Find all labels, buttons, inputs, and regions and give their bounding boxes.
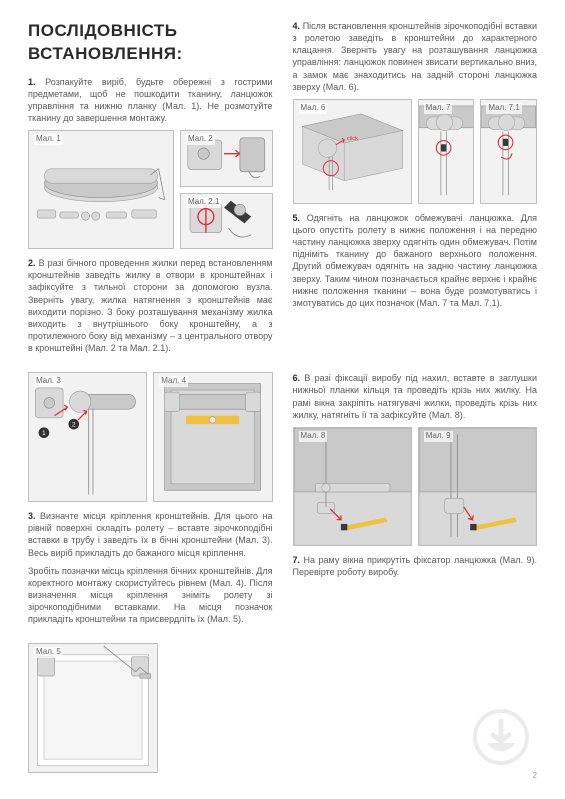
figure-1: Мал. 1: [28, 130, 174, 249]
section-1: ПОСЛІДОВНІСТЬ ВСТАНОВЛЕННЯ: 1. Розпакуйт…: [18, 14, 283, 366]
figure-row-5: Мал. 5: [28, 643, 273, 773]
section-fig5: Мал. 5: [18, 637, 283, 787]
figure-7-1: Мал. 7.1: [480, 99, 537, 204]
page-title: ПОСЛІДОВНІСТЬ ВСТАНОВЛЕННЯ:: [28, 20, 273, 66]
figure-6-label: Мал. 6: [299, 103, 328, 114]
step-6-text: 6. В разі фіксації виробу під нахил, вст…: [293, 372, 538, 421]
figure-2-1: Мал. 2.1: [180, 193, 273, 249]
figure-7-label: Мал. 7: [424, 103, 453, 114]
figure-8: Мал. 8: [293, 427, 412, 546]
figure-9: Мал. 9: [418, 427, 537, 546]
figure-row-3: Мал. 3 1 2 Мал. 4: [28, 372, 273, 502]
figure-3: Мал. 3 1 2: [28, 372, 147, 502]
watermark-icon: [471, 707, 531, 767]
figure-row-1: Мал. 1 Мал. 2: [28, 130, 273, 249]
figure-row-4: Мал. 8 Мал. 9: [293, 427, 538, 546]
figure-21-label: Мал. 2.1: [186, 197, 221, 208]
figure-4-label: Мал. 4: [159, 376, 188, 387]
figure-1-label: Мал. 1: [34, 134, 63, 145]
figure-71-label: Мал. 7.1: [486, 103, 521, 114]
section-3: Мал. 3 1 2 Мал. 4: [18, 366, 283, 637]
figure-5: Мал. 5: [28, 643, 158, 773]
figure-9-label: Мал. 9: [424, 431, 453, 442]
section-6-7: 6. В разі фіксації виробу під нахил, вст…: [283, 366, 548, 637]
figure-2-label: Мал. 2: [186, 134, 215, 145]
figure-5-label: Мал. 5: [34, 647, 63, 658]
svg-text:2: 2: [72, 422, 76, 429]
step-3b-text: Зробіть позначки місць кріплення бічних …: [28, 565, 273, 626]
figure-row-2: Мал. 6 click Мал. 7: [293, 99, 538, 204]
step-3a-text: 3. Визначте місця кріплення кронштейнів.…: [28, 510, 273, 559]
step-7-text: 7. На раму вікна прикрутіть фіксатор лан…: [293, 554, 538, 578]
step-5-text: 5. Одягніть на ланцюжок обмежувачі ланцю…: [293, 212, 538, 309]
section-4-5: 4. Після встановлення кронштейнів зірочк…: [283, 14, 548, 366]
figure-2: Мал. 2: [180, 130, 273, 186]
step-4-text: 4. Після встановлення кронштейнів зірочк…: [293, 20, 538, 93]
figure-8-label: Мал. 8: [299, 431, 328, 442]
step-2-text: 2. В разі бічного проведення жилки перед…: [28, 257, 273, 354]
page-number: 2: [533, 771, 537, 782]
click-label: click: [346, 136, 357, 142]
figure-4: Мал. 4: [153, 372, 272, 502]
svg-text:1: 1: [42, 430, 46, 437]
figure-7: Мал. 7: [418, 99, 475, 204]
figure-6: Мал. 6 click: [293, 99, 412, 204]
figure-col-2: Мал. 2 Мал. 2.1: [180, 130, 273, 249]
step-1-text: 1. Розпакуйте виріб, будьте обережні з г…: [28, 76, 273, 125]
section-watermark: 2: [283, 637, 548, 787]
figure-3-label: Мал. 3: [34, 376, 63, 387]
